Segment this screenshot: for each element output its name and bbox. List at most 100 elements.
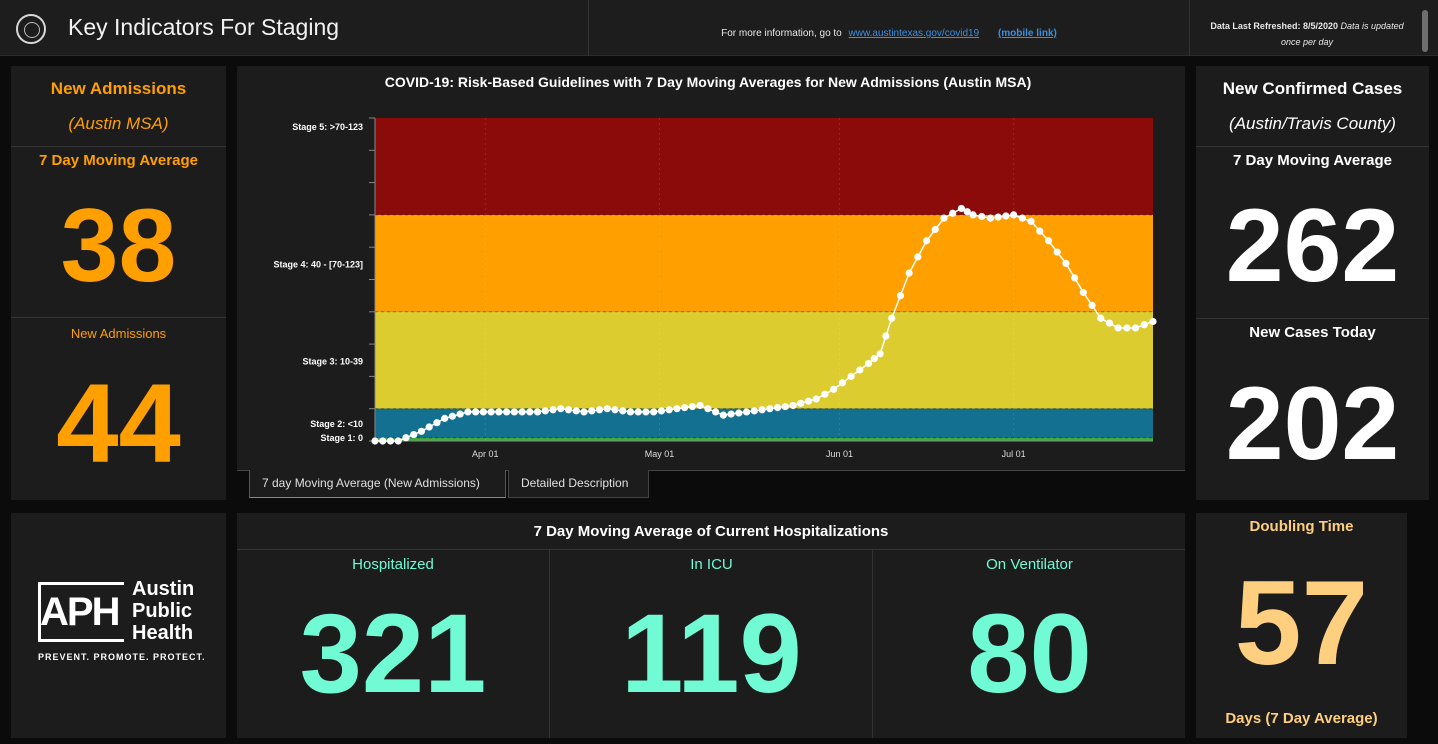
panel-title: Doubling Time — [1249, 518, 1354, 535]
data-point — [433, 419, 441, 427]
data-point — [673, 405, 681, 413]
data-point — [603, 405, 611, 413]
data-point — [510, 408, 518, 416]
avg-label: 7 Day Moving Average — [1233, 152, 1392, 169]
data-point — [931, 225, 939, 234]
chart-tabs-divider — [237, 470, 1185, 471]
panel-title: New Confirmed Cases — [1222, 79, 1403, 98]
data-point — [588, 407, 596, 415]
data-point — [1010, 211, 1018, 219]
data-point — [914, 253, 922, 261]
hospitalized-section: Hospitalized 321 — [237, 550, 550, 738]
cases-avg-value: 262 — [1225, 188, 1400, 304]
data-point — [1105, 319, 1114, 327]
hospitalizations-panel: 7 Day Moving Average of Current Hospital… — [237, 513, 1185, 738]
stage-label: Stage 3: 10-39 — [302, 356, 363, 366]
stage-label: Stage 4: 40 - [70-123] — [273, 259, 363, 269]
data-point — [1149, 317, 1157, 326]
data-point — [882, 332, 890, 340]
data-point — [487, 408, 495, 416]
data-point — [619, 407, 627, 415]
hospitalized-label: Hospitalized — [352, 556, 434, 573]
stage-label: Stage 1: 0 — [320, 433, 363, 443]
new-cases-panel: New Confirmed Cases (Austin/Travis Count… — [1196, 66, 1429, 500]
data-point — [1097, 314, 1105, 322]
doubling-time-footer: Days (7 Day Average) — [1225, 710, 1378, 727]
panel-subtitle: (Austin MSA) — [68, 114, 169, 133]
data-point — [696, 401, 704, 410]
data-point — [773, 404, 782, 412]
divider — [237, 549, 1185, 550]
data-point — [441, 414, 449, 422]
data-point — [719, 411, 727, 419]
data-point — [856, 366, 864, 374]
covid-info-link[interactable]: www.austintexas.gov/covid19 — [848, 28, 980, 39]
data-point — [526, 408, 534, 416]
admissions-chart: COVID-19: Risk-Based Guidelines with 7 D… — [273, 74, 1157, 459]
data-point — [978, 212, 986, 221]
icu-label: In ICU — [690, 556, 733, 573]
logo-panel: APH Austin Public Health PREVENT. PROMOT… — [11, 513, 226, 738]
data-point — [611, 406, 619, 414]
divider — [1196, 146, 1429, 147]
page-scrollbar[interactable] — [1422, 10, 1428, 52]
x-tick-label: May 01 — [645, 449, 675, 459]
tab-detailed-description[interactable]: Detailed Description — [508, 470, 649, 498]
tab-moving-average[interactable]: 7 day Moving Average (New Admissions) — [249, 470, 506, 498]
data-point — [870, 355, 878, 363]
data-point — [735, 409, 743, 417]
data-point — [704, 405, 712, 413]
data-point — [812, 395, 820, 403]
data-point — [712, 408, 720, 416]
icu-value: 119 — [621, 591, 802, 716]
data-point — [750, 407, 758, 415]
data-point — [371, 437, 379, 445]
data-point — [957, 204, 966, 213]
data-point — [688, 402, 696, 411]
data-point — [564, 406, 573, 414]
data-point — [665, 406, 673, 414]
data-point — [838, 379, 846, 387]
divider — [11, 146, 226, 147]
chart-title: COVID-19: Risk-Based Guidelines with 7 D… — [385, 74, 1031, 90]
logo-tagline: PREVENT. PROMOTE. PROTECT. — [38, 652, 206, 662]
data-point — [922, 237, 931, 245]
data-point — [1079, 288, 1087, 297]
data-point — [1053, 248, 1061, 256]
data-point — [986, 214, 995, 222]
refresh-note-2: once per day — [1280, 37, 1334, 47]
data-point — [580, 408, 588, 416]
mobile-link[interactable]: (mobile link) — [997, 28, 1057, 39]
data-point — [888, 314, 896, 322]
city-seal-icon — [16, 14, 46, 44]
data-point — [541, 407, 549, 415]
data-point — [1044, 237, 1053, 245]
panel-title: New Admissions — [50, 79, 187, 98]
refresh-date: 8/5/2020 — [1302, 21, 1339, 31]
aph-logo: APH Austin Public Health PREVENT. PROMOT… — [38, 578, 208, 662]
logo-line-1: Austin — [132, 578, 195, 600]
data-point — [727, 410, 735, 418]
data-point — [1036, 227, 1044, 235]
data-point — [1131, 324, 1140, 332]
data-point — [572, 407, 580, 415]
data-point — [448, 412, 457, 420]
stage-band — [375, 311, 1153, 409]
data-point — [896, 292, 905, 300]
data-point — [456, 410, 464, 418]
data-point — [379, 437, 387, 445]
logo-abbrev: APH — [40, 590, 120, 634]
data-point — [742, 408, 751, 416]
data-point — [1114, 324, 1122, 332]
data-point — [549, 406, 557, 414]
info-text: For more information, go to — [721, 28, 842, 39]
data-point — [1140, 321, 1148, 329]
doubling-time-panel: Doubling Time 57 Days (7 Day Average) — [1196, 513, 1407, 738]
app-title: Key Indicators For Staging — [68, 14, 340, 40]
data-point — [425, 423, 433, 431]
data-point — [1018, 214, 1026, 222]
top-bar: Key Indicators For Staging For more info… — [0, 0, 1438, 56]
refresh-info: Data Last Refreshed: 8/5/2020 Data is up… — [1192, 18, 1422, 50]
panel-subtitle: (Austin/Travis County) — [1229, 114, 1396, 133]
data-point — [518, 408, 526, 416]
